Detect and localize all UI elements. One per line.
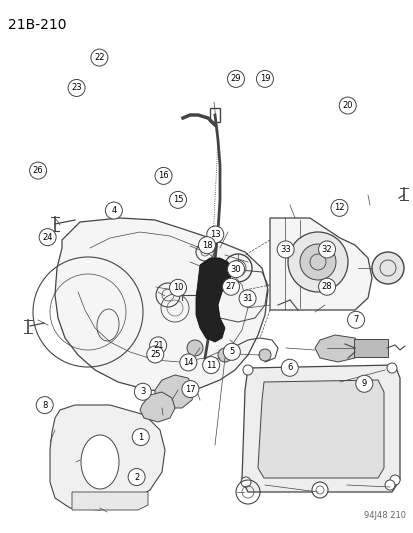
Text: 26: 26 <box>33 166 43 175</box>
Circle shape <box>198 237 215 254</box>
Circle shape <box>256 70 273 87</box>
Circle shape <box>227 70 244 87</box>
Circle shape <box>240 477 250 487</box>
Text: 13: 13 <box>209 230 220 239</box>
Circle shape <box>386 363 396 373</box>
Text: 17: 17 <box>185 385 195 393</box>
Circle shape <box>169 279 186 296</box>
Text: 7: 7 <box>353 316 358 324</box>
Text: 28: 28 <box>321 282 332 291</box>
Circle shape <box>259 349 271 361</box>
Circle shape <box>68 79 85 96</box>
Text: 21B-210: 21B-210 <box>8 18 66 32</box>
Text: 14: 14 <box>183 358 193 367</box>
Circle shape <box>202 357 219 374</box>
Text: 15: 15 <box>172 196 183 204</box>
Polygon shape <box>50 405 165 510</box>
Circle shape <box>206 226 223 243</box>
Text: 12: 12 <box>333 204 344 212</box>
Text: 22: 22 <box>94 53 104 62</box>
Polygon shape <box>55 218 267 392</box>
Text: 30: 30 <box>230 265 241 273</box>
Text: 32: 32 <box>321 245 332 254</box>
Circle shape <box>299 244 335 280</box>
Circle shape <box>311 482 327 498</box>
Circle shape <box>105 202 122 219</box>
Text: 8: 8 <box>42 401 47 409</box>
Text: 4: 4 <box>111 206 116 215</box>
Text: 10: 10 <box>172 284 183 292</box>
Circle shape <box>169 191 186 208</box>
Text: 29: 29 <box>230 75 241 83</box>
Circle shape <box>179 354 197 371</box>
Polygon shape <box>314 335 361 362</box>
Text: 23: 23 <box>71 84 82 92</box>
Circle shape <box>187 340 202 356</box>
Circle shape <box>181 381 199 398</box>
Circle shape <box>223 343 240 360</box>
Text: 31: 31 <box>242 294 252 303</box>
Circle shape <box>371 252 403 284</box>
Circle shape <box>347 311 364 328</box>
Polygon shape <box>72 492 147 510</box>
Text: 6: 6 <box>287 364 292 372</box>
Text: 21: 21 <box>152 341 163 350</box>
Circle shape <box>238 290 256 307</box>
Text: 33: 33 <box>280 245 290 254</box>
Text: 25: 25 <box>150 350 160 359</box>
Polygon shape <box>154 375 195 408</box>
Circle shape <box>318 278 335 295</box>
Circle shape <box>242 365 252 375</box>
Circle shape <box>389 475 399 485</box>
Text: 94J48 210: 94J48 210 <box>363 511 405 520</box>
Text: 20: 20 <box>342 101 352 110</box>
Polygon shape <box>269 218 371 310</box>
Circle shape <box>276 241 294 258</box>
Polygon shape <box>257 380 383 478</box>
Circle shape <box>154 167 172 184</box>
Polygon shape <box>195 258 231 342</box>
Circle shape <box>146 346 164 363</box>
Circle shape <box>132 429 149 446</box>
Circle shape <box>36 397 53 414</box>
Circle shape <box>29 162 47 179</box>
Circle shape <box>384 480 394 490</box>
Circle shape <box>218 348 231 362</box>
Circle shape <box>39 229 56 246</box>
Circle shape <box>330 199 347 216</box>
Text: 16: 16 <box>158 172 169 180</box>
Circle shape <box>227 261 244 278</box>
Text: 3: 3 <box>140 387 145 396</box>
Polygon shape <box>140 392 175 422</box>
Circle shape <box>222 278 239 295</box>
Text: 9: 9 <box>361 379 366 388</box>
Circle shape <box>338 97 356 114</box>
Text: 11: 11 <box>205 361 216 369</box>
Text: 24: 24 <box>42 233 53 241</box>
Circle shape <box>134 383 151 400</box>
Circle shape <box>318 241 335 258</box>
Text: 1: 1 <box>138 433 143 441</box>
FancyBboxPatch shape <box>353 339 387 357</box>
Circle shape <box>128 469 145 486</box>
Text: 5: 5 <box>229 348 234 356</box>
Text: 27: 27 <box>225 282 236 291</box>
Circle shape <box>287 232 347 292</box>
Ellipse shape <box>81 435 119 489</box>
Text: 2: 2 <box>134 473 139 481</box>
Polygon shape <box>242 365 399 492</box>
Circle shape <box>149 337 166 354</box>
Text: 19: 19 <box>259 75 270 83</box>
Circle shape <box>280 359 298 376</box>
Text: 18: 18 <box>201 241 212 249</box>
Circle shape <box>355 375 372 392</box>
Circle shape <box>90 49 108 66</box>
